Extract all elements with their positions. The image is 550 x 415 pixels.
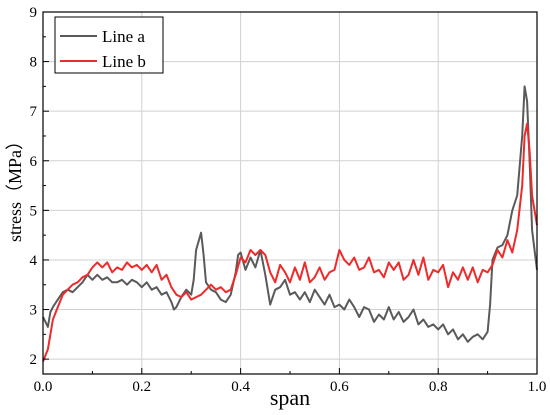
y-tick-label: 4 bbox=[30, 253, 38, 269]
x-tick-label: 0.4 bbox=[231, 379, 250, 395]
y-tick-label: 2 bbox=[30, 352, 38, 368]
y-tick-label: 3 bbox=[30, 303, 38, 319]
y-tick-label: 5 bbox=[30, 203, 38, 219]
x-tick-label: 1.0 bbox=[528, 379, 547, 395]
x-tick-label: 0.2 bbox=[132, 379, 151, 395]
series-line-a bbox=[42, 85, 538, 343]
legend: Line a Line b bbox=[54, 16, 164, 74]
y-tick-label: 6 bbox=[30, 154, 38, 170]
x-tick-label: 0.6 bbox=[330, 379, 349, 395]
x-tick-label: 0.0 bbox=[34, 379, 53, 395]
series-layer bbox=[42, 85, 538, 362]
y-tick-label: 7 bbox=[30, 104, 38, 120]
legend-box bbox=[54, 16, 164, 74]
y-tick-label: 9 bbox=[30, 5, 38, 21]
y-axis-title: stress（MPa） bbox=[5, 132, 25, 242]
legend-label-line-a: Line a bbox=[102, 27, 145, 46]
x-tick-label: 0.8 bbox=[429, 379, 448, 395]
axis-ticks: 0.0 0.2 0.4 0.6 0.8 1.0 2 3 4 5 6 7 8 9 bbox=[30, 5, 547, 395]
y-tick-label: 8 bbox=[30, 55, 38, 71]
legend-label-line-b: Line b bbox=[102, 52, 146, 71]
series-line-b bbox=[42, 122, 538, 362]
x-axis-title: span bbox=[270, 385, 310, 410]
